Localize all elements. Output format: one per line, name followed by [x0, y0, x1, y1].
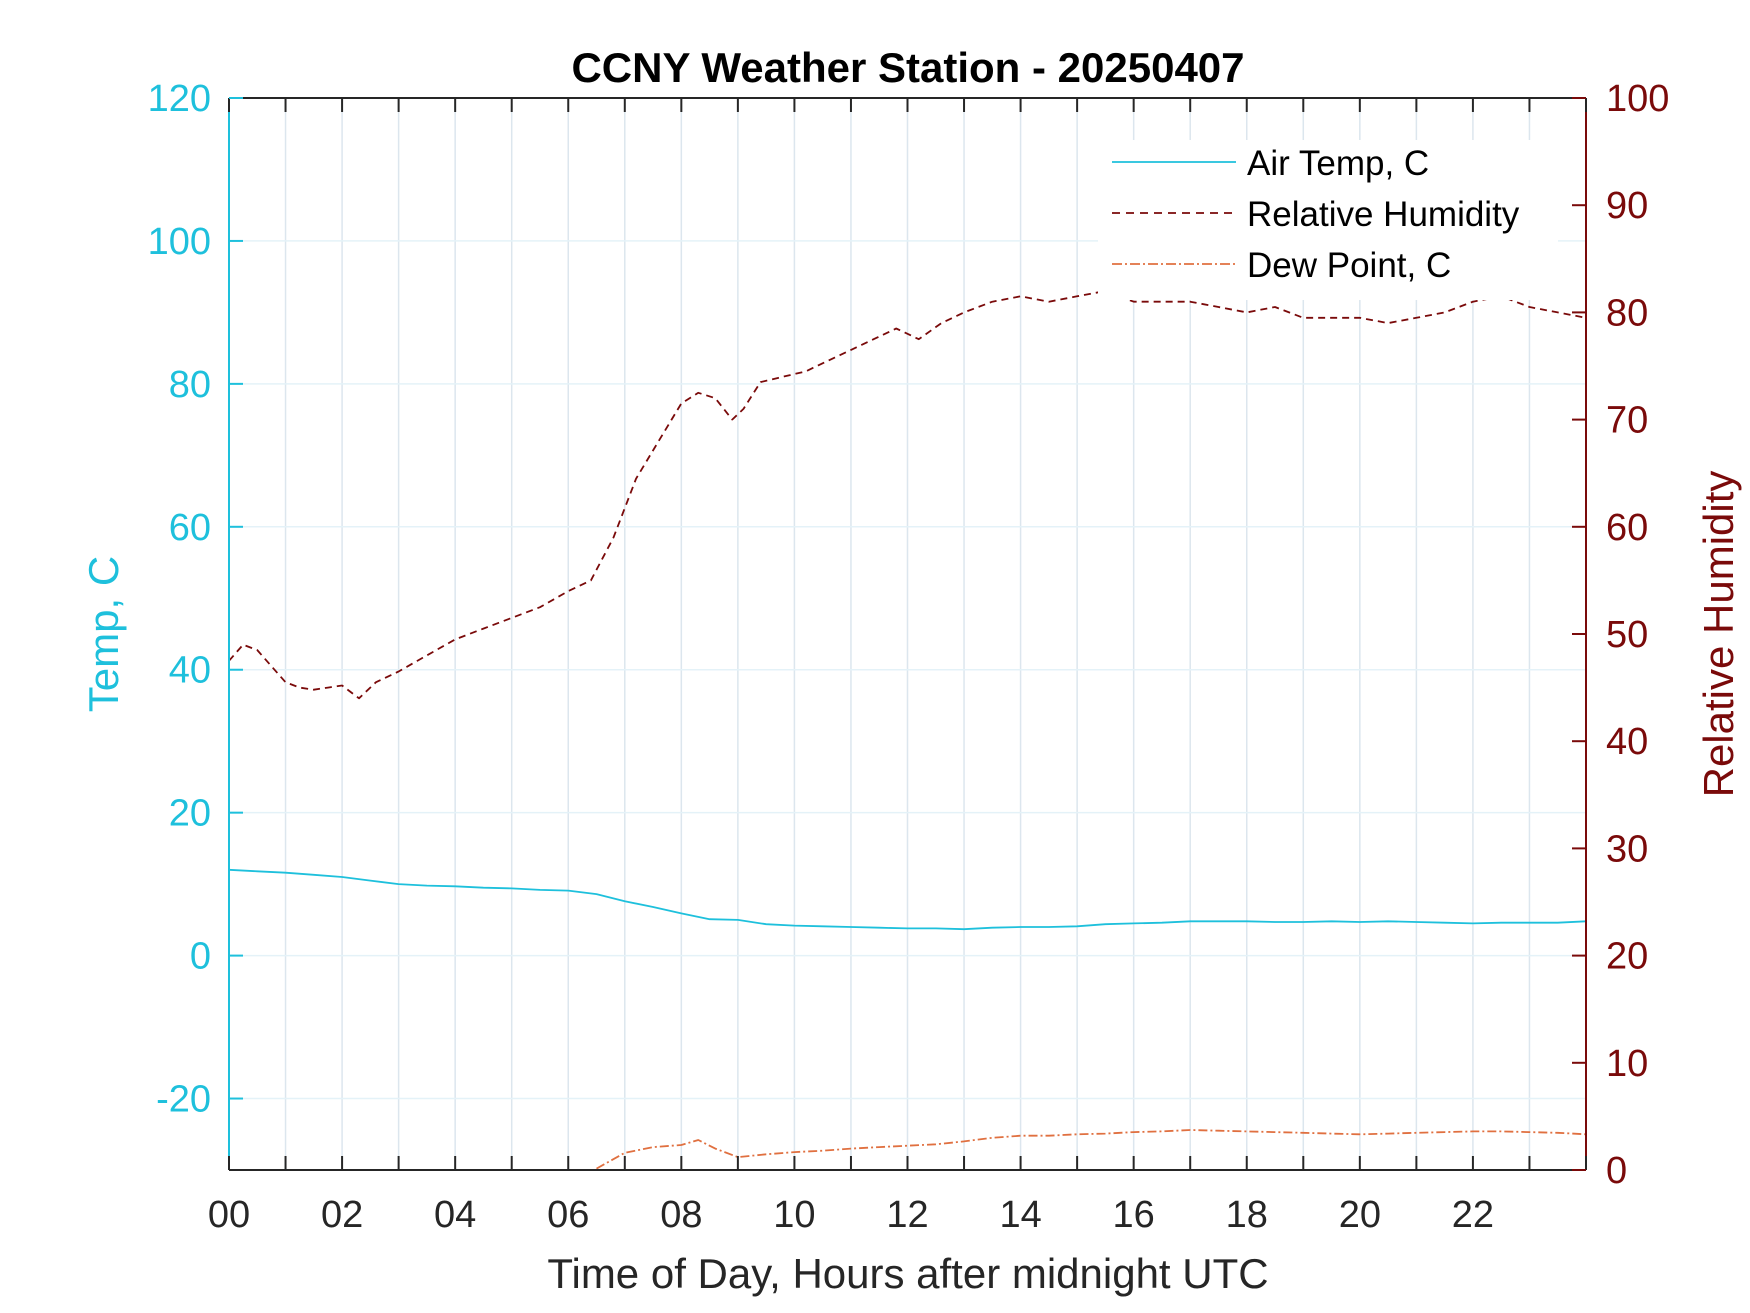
legend-label-dew-point: Dew Point, C	[1247, 246, 1451, 285]
x-tick-label: 04	[434, 1194, 476, 1236]
x-tick-label: 20	[1339, 1194, 1381, 1236]
y-axis-label-right: Relative Humidity	[1695, 471, 1742, 798]
x-tick-label: 18	[1226, 1194, 1268, 1236]
x-tick-label: 06	[547, 1194, 589, 1236]
x-tick-label: 12	[886, 1194, 928, 1236]
x-tick-label: 22	[1452, 1194, 1494, 1236]
y-right-tick-label: 10	[1606, 1043, 1648, 1085]
y-right-tick-label: 50	[1606, 614, 1648, 656]
legend: Air Temp, C Relative Humidity Dew Point,…	[1098, 140, 1558, 300]
y-left-tick-label: -20	[156, 1079, 211, 1121]
legend-label-humidity: Relative Humidity	[1247, 195, 1520, 234]
x-axis-label: Time of Day, Hours after midnight UTC	[547, 1250, 1268, 1297]
series-line-relative-humidity	[228, 290, 1587, 700]
series-line-air-temp-c	[228, 868, 1587, 931]
x-tick-label: 02	[321, 1194, 363, 1236]
series-layer	[228, 290, 1587, 1170]
x-tick-label: 10	[773, 1194, 815, 1236]
y-right-tick-label: 40	[1606, 721, 1648, 763]
grid-layer	[229, 97, 1586, 1170]
x-tick-label: 08	[660, 1194, 702, 1236]
y-left-tick-label: 0	[190, 936, 211, 978]
y-right-tick-label: 0	[1606, 1150, 1627, 1192]
y-left-tick-label: 100	[148, 221, 211, 263]
chart-title: CCNY Weather Station - 20250407	[571, 44, 1244, 91]
legend-box	[1098, 140, 1558, 300]
y-right-tick-label: 80	[1606, 292, 1648, 334]
x-tick-label: 14	[999, 1194, 1041, 1236]
y-right-tick-label: 20	[1606, 936, 1648, 978]
y-right-tick-label: 30	[1606, 828, 1648, 870]
x-tick-label: 16	[1113, 1194, 1155, 1236]
ticks-layer: 00 02 04 06 08 10 12 14 16 18 20 22-200204060801001…	[148, 78, 1670, 1236]
y-left-tick-label: 120	[148, 78, 211, 120]
y-right-tick-label: 70	[1606, 400, 1648, 442]
y-left-tick-label: 20	[169, 793, 211, 835]
legend-label-air-temp: Air Temp, C	[1247, 144, 1429, 183]
y-axis-label-left: Temp, C	[80, 556, 127, 712]
y-right-tick-label: 100	[1606, 78, 1669, 120]
y-right-tick-label: 90	[1606, 185, 1648, 227]
x-tick-label: 00	[208, 1194, 250, 1236]
y-left-tick-label: 80	[169, 364, 211, 406]
y-left-tick-label: 60	[169, 507, 211, 549]
y-right-tick-label: 60	[1606, 507, 1648, 549]
y-left-tick-label: 40	[169, 650, 211, 692]
